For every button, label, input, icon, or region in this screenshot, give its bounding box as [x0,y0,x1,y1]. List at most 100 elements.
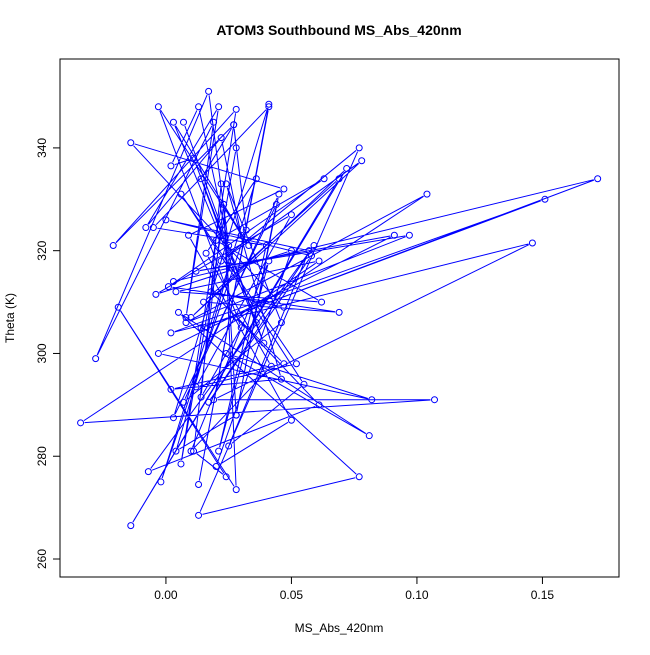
data-point [272,200,280,208]
data-point [169,118,177,126]
y-tick-label: 340 [35,138,49,158]
data-point [109,242,117,250]
data-point [202,249,210,257]
data-point [292,360,300,368]
data-point [174,308,182,316]
data-point [152,290,160,298]
data-point [154,349,162,357]
data-point [179,398,187,406]
data-point [355,144,363,152]
data-point [267,362,275,370]
data-point [169,414,177,422]
data-point [252,319,260,327]
data-point [207,288,215,296]
data-point [215,447,223,455]
data-point [277,319,285,327]
data-point [358,157,366,165]
data-point [315,257,323,265]
data-point [320,175,328,183]
data-point [287,211,295,219]
data-point [195,511,203,519]
data-point [190,154,198,162]
data-point [237,231,245,239]
data-point [200,298,208,306]
data-point [215,103,223,111]
data-point [405,231,413,239]
data-point [368,396,376,404]
chart-title: ATOM3 Southbound MS_Abs_420nm [216,22,461,38]
data-point [162,216,170,224]
data-point [197,175,205,183]
data-point [305,247,313,255]
y-tick-label: 300 [35,343,49,363]
data-point [197,324,205,332]
data-point [245,242,253,250]
plot-box [59,58,620,578]
data-point [197,393,205,401]
data-point [142,224,150,232]
data-point [205,87,213,95]
data-point [182,313,190,321]
data-point [205,398,213,406]
data-point [431,396,439,404]
x-axis-label: MS_Abs_420nm [295,621,384,635]
data-point [227,257,235,265]
data-point [541,195,549,203]
data-point [177,190,185,198]
data-point [77,419,85,427]
data-point [192,267,200,275]
data-point [217,134,225,142]
data-point [280,360,288,368]
y-tick-label: 260 [35,549,49,569]
data-point [265,103,273,111]
data-point [300,380,308,388]
data-point [157,478,165,486]
data-point [232,313,240,321]
data-point [190,447,198,455]
data-point [185,231,193,239]
data-point [237,324,245,332]
data-point [280,185,288,193]
data-point [343,164,351,172]
data-point [230,121,238,129]
data-point [287,416,295,424]
data-point [114,303,122,311]
data-point [232,144,240,152]
data-point [262,242,270,250]
data-point [169,278,177,286]
data-point [242,226,250,234]
data-point [220,200,228,208]
data-point [265,100,273,108]
data-point [287,247,295,255]
data-point [212,236,220,244]
data-point [177,460,185,468]
data-point [192,383,200,391]
data-point [182,319,190,327]
data-point [277,375,285,383]
data-point [423,190,431,198]
data-point [187,313,195,321]
data-point [144,468,152,476]
y-tick-label: 320 [35,240,49,260]
data-point [149,224,157,232]
data-point [92,355,100,363]
data-point [315,401,323,409]
data-point [335,308,343,316]
x-tick-label: 0.15 [531,588,555,602]
data-point [167,329,175,337]
data-point [265,257,273,265]
data-point [232,486,240,494]
data-point [365,432,373,440]
x-tick-label: 0.10 [405,588,429,602]
data-point [232,411,240,419]
data-point [335,175,343,183]
data-point [127,522,135,530]
data-point [164,283,172,291]
data-point [355,473,363,481]
y-axis-label: Theta (K) [3,293,17,343]
data-point [127,139,135,147]
data-point [187,447,195,455]
data-point [252,175,260,183]
